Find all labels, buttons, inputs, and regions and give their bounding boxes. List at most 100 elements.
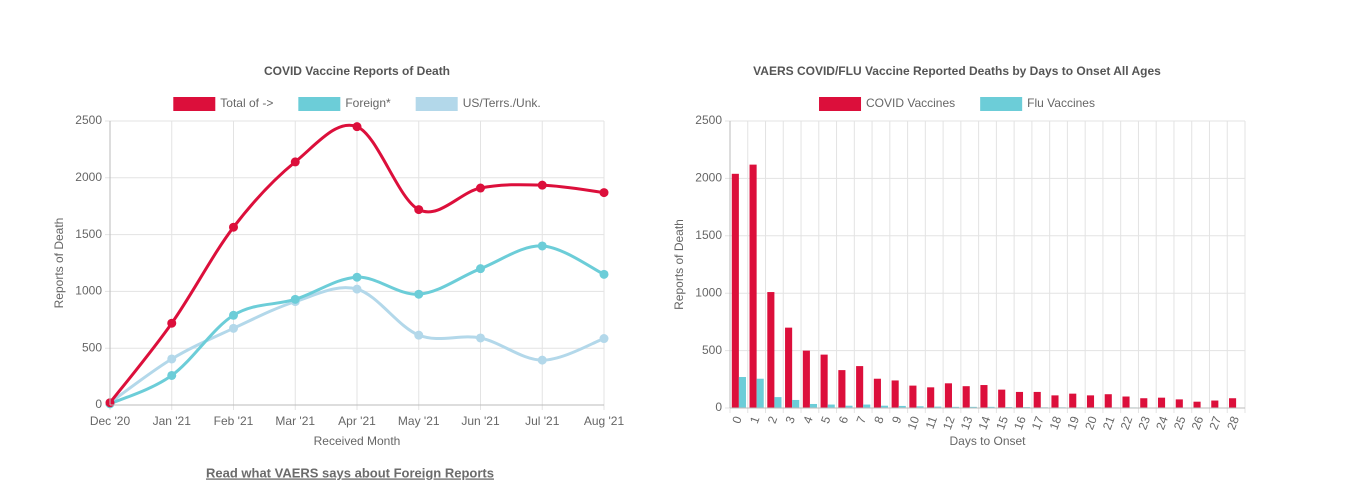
x-tick-label: May '21 [398,414,440,428]
x-tick-label: Mar '21 [275,414,315,428]
legend-swatch [980,97,1023,111]
bar [1069,393,1077,408]
bar [749,164,757,408]
bar [909,385,917,408]
bar [756,378,764,408]
data-point [537,241,547,251]
bar [1033,391,1041,408]
x-tick-label: 3 [783,414,799,425]
x-tick-label: 19 [1064,414,1082,432]
x-tick-label: 24 [1153,414,1171,432]
y-tick-label: 2000 [75,170,102,184]
bar [863,404,871,408]
data-point [167,354,177,364]
x-tick-label: 15 [993,414,1011,432]
x-tick-label: 23 [1135,414,1153,432]
bar [962,386,970,408]
bar [1157,397,1166,408]
bar [1015,391,1024,408]
data-point [290,157,300,167]
legend-label: Flu Vaccines [1027,96,1095,110]
bar [944,383,952,408]
bar [792,399,800,408]
data-point [290,294,300,304]
data-point [167,370,177,380]
bar [738,377,746,408]
x-tick-label: Jul '21 [525,414,560,428]
y-tick-label: 500 [82,340,102,354]
x-tick-label: 1 [747,414,763,425]
legend-label: COVID Vaccines [866,96,955,110]
data-point [352,284,362,294]
legend-label: US/Terrs./Unk. [463,96,541,110]
x-tick-label: Feb '21 [214,414,254,428]
x-tick-label: Apr '21 [338,414,376,428]
series-line [108,123,605,404]
bar [927,387,935,408]
data-point [229,310,238,320]
data-point [414,205,424,215]
x-tick-label: 28 [1224,414,1242,432]
legend-swatch [415,97,458,111]
x-tick-label: 2 [765,414,781,425]
bar [856,366,864,408]
x-tick-label: 4 [800,414,816,425]
x-tick-label: 18 [1047,414,1065,432]
legend-swatch [819,97,862,111]
data-point [599,269,609,279]
data-point [599,334,609,344]
y-tick-label: 500 [702,343,722,357]
data-point [537,355,547,365]
x-tick-label: Jun '21 [461,414,500,428]
bar [898,405,906,408]
bar [820,354,828,408]
bar [1122,396,1130,408]
bar [1175,399,1183,408]
bar [1086,395,1095,408]
y-axis-label: Reports of Death [672,219,686,310]
bar [767,292,775,408]
bar [774,397,782,408]
y-tick-label: 2500 [75,113,102,127]
bar [809,403,818,408]
bar [1104,394,1112,408]
bar [802,350,810,408]
bar [873,378,881,408]
y-axis-label: Reports of Death [52,218,66,309]
x-tick-label: 16 [1011,414,1029,432]
x-tick-label: 20 [1082,414,1100,432]
data-point [476,183,485,193]
bar [1229,398,1237,408]
foreign-reports-link[interactable]: Read what VAERS says about Foreign Repor… [206,465,494,480]
x-tick-label: 21 [1100,414,1118,432]
y-tick-label: 1000 [75,284,102,298]
x-tick-label: 27 [1206,414,1224,432]
bar [969,406,977,408]
x-tick-label: 5 [818,414,834,425]
x-tick-label: 6 [836,414,852,425]
data-point [352,272,362,282]
legend-swatch [173,97,216,111]
data-point [352,122,362,132]
data-point [537,180,547,190]
x-tick-label: Dec '20 [90,414,131,428]
data-point [167,318,177,328]
y-tick-label: 0 [715,400,722,414]
data-point [599,188,609,198]
bar [880,405,889,408]
y-tick-label: 0 [95,397,102,411]
y-tick-label: 1000 [695,285,722,299]
x-tick-label: 0 [729,414,745,425]
x-axis-label: Received Month [314,434,401,448]
bar [998,389,1006,408]
bar [785,327,793,408]
x-tick-label: 14 [976,414,994,432]
x-tick-label: 13 [958,414,976,432]
y-tick-label: 2500 [695,113,722,127]
bar [1051,395,1059,408]
x-tick-label: 22 [1118,414,1136,432]
x-tick-label: 11 [923,414,941,431]
bar [1140,398,1148,408]
